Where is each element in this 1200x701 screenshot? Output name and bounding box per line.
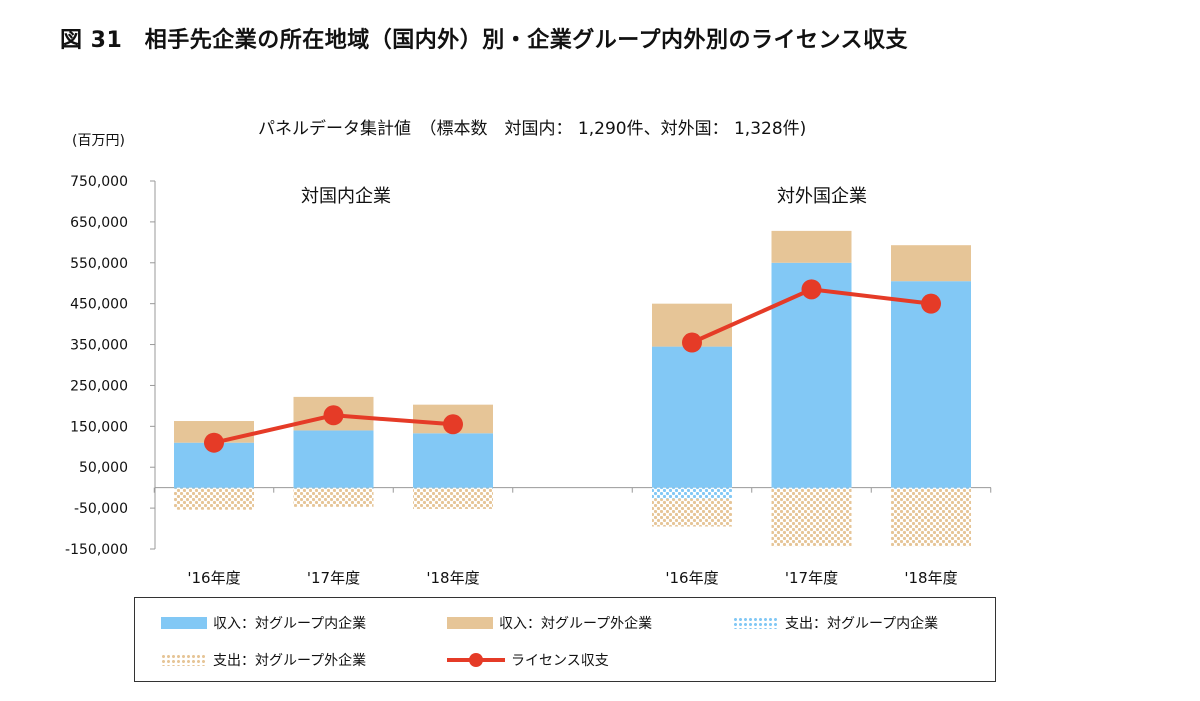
- figure-title: 図 31 相手先企業の所在地域（国内外）別・企業グループ内外別のライセンス収支: [60, 28, 909, 53]
- license-balance-point: [682, 332, 702, 353]
- legend-item-income-intra: 収入：対グループ内企業: [161, 613, 366, 633]
- legend-label: 支出：対グループ内企業: [785, 616, 939, 632]
- legend-swatch-solid-tan: [447, 617, 493, 629]
- legend-label: 支出：対グループ外企業: [213, 653, 367, 669]
- x-category-label: '18年度: [426, 569, 479, 587]
- bar-income-intra: [891, 281, 971, 488]
- legend-swatch-line-red: [447, 653, 505, 667]
- bar-expense-intra: [174, 487, 254, 489]
- y-tick-label: 650,000: [70, 215, 128, 231]
- y-tick-label: 50,000: [79, 460, 128, 476]
- bar-income-intra: [652, 346, 732, 488]
- bar-expense-intra: [891, 487, 971, 489]
- y-axis-unit-label: (百万円): [72, 133, 125, 149]
- bar-expense-intra: [652, 487, 732, 499]
- x-category-label: '17年度: [785, 569, 838, 587]
- legend-label: 収入：対グループ内企業: [213, 616, 367, 632]
- y-tick-label: -150,000: [65, 542, 128, 558]
- y-tick-label: 150,000: [70, 419, 128, 435]
- license-balance-chart: -150,000 -50,000 50,000 150,000 250,000 350,0…: [65, 174, 992, 587]
- license-balance-point: [443, 414, 463, 435]
- license-balance-point: [204, 432, 224, 453]
- x-category-label: '16年度: [665, 569, 718, 587]
- bar-expense-extra: [652, 498, 732, 527]
- y-tick-label: 250,000: [70, 378, 128, 394]
- chart-legend: 収入：対グループ内企業 収入：対グループ外企業 支出：対グループ内企業 支出：対…: [134, 597, 996, 682]
- legend-swatch-dotted-tan: [161, 654, 207, 666]
- legend-item-expense-extra: 支出：対グループ外企業: [161, 650, 366, 670]
- legend-label: 収入：対グループ外企業: [499, 616, 653, 632]
- bar-expense-extra: [413, 488, 493, 509]
- bar-income-extra: [771, 230, 852, 263]
- license-balance-point: [921, 293, 941, 314]
- bar-expense-intra: [413, 487, 493, 489]
- y-tick-label: 350,000: [70, 338, 128, 354]
- legend-swatch-dotted-blue: [733, 617, 779, 629]
- legend-label: ライセンス収支: [511, 653, 609, 669]
- license-balance-point: [801, 279, 822, 300]
- y-tick-label: 550,000: [70, 256, 128, 272]
- y-tick-label: 750,000: [70, 174, 128, 190]
- x-category-label: '16年度: [187, 569, 240, 587]
- bar-expense-extra: [293, 488, 374, 507]
- group-label: 対外国企業: [777, 186, 867, 207]
- legend-item-income-extra: 収入：対グループ外企業: [447, 613, 652, 633]
- bar-expense-extra: [771, 488, 852, 547]
- license-balance-point: [323, 405, 344, 426]
- legend-item-license-balance: ライセンス収支: [447, 650, 609, 670]
- bar-income-intra: [293, 430, 374, 488]
- y-tick-label: -50,000: [74, 501, 128, 517]
- chart-subtitle: パネルデータ集計値 （標本数 対国内： 1,290件、対外国： 1,328件): [258, 119, 807, 139]
- bar-expense-intra: [771, 487, 852, 489]
- bar-expense-intra: [293, 487, 374, 489]
- bar-expense-extra: [891, 488, 971, 547]
- group-label: 対国内企業: [301, 186, 391, 207]
- bar-income-extra: [891, 245, 971, 282]
- x-category-label: '18年度: [904, 569, 957, 587]
- legend-item-expense-intra: 支出：対グループ内企業: [733, 613, 938, 633]
- legend-swatch-solid-blue: [161, 617, 207, 629]
- bar-expense-extra: [174, 488, 254, 510]
- y-tick-label: 450,000: [70, 297, 128, 313]
- bar-income-intra: [413, 433, 493, 488]
- x-category-label: '17年度: [307, 569, 360, 587]
